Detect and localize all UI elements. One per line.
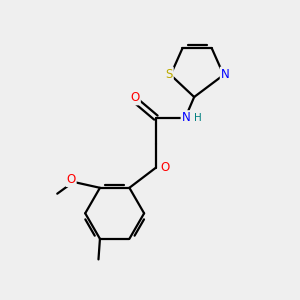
Text: N: N [221,68,230,80]
Text: N: N [182,111,190,124]
Text: H: H [194,112,202,123]
Text: O: O [160,160,169,174]
Text: S: S [166,68,173,80]
Text: O: O [131,92,140,104]
Text: O: O [67,173,76,186]
